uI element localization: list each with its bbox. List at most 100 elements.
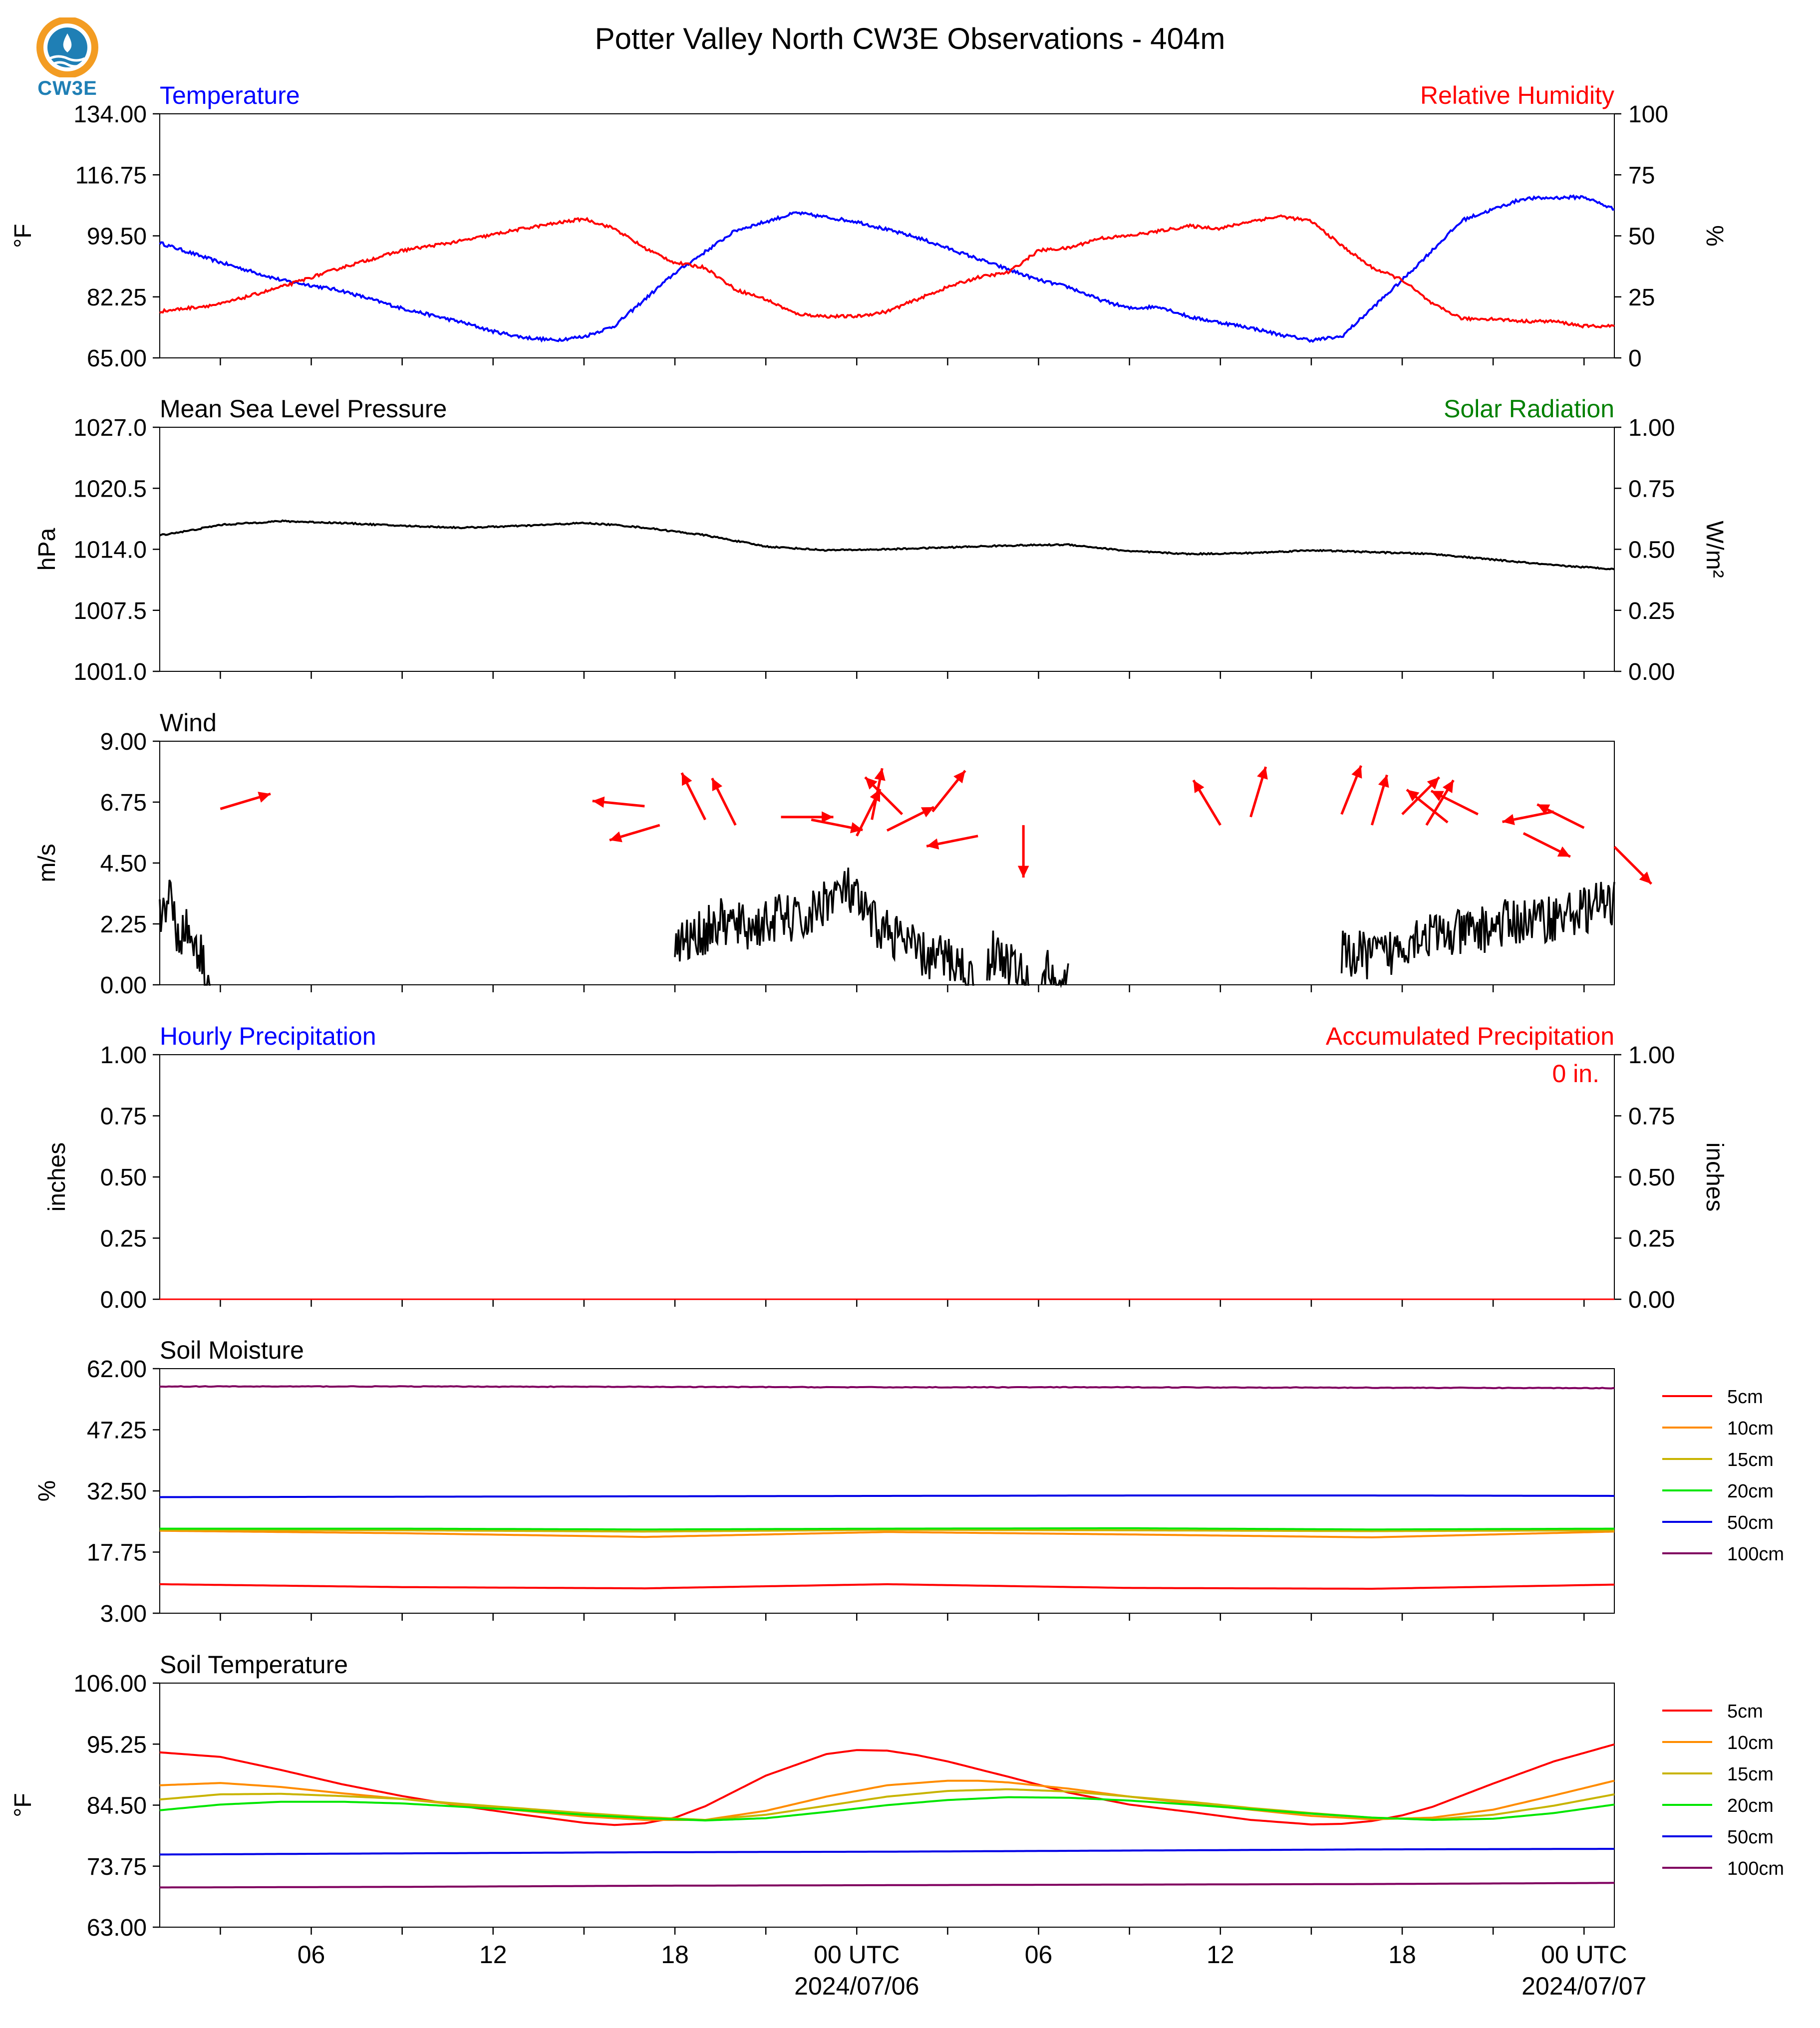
- soil_moisture-left-title: Soil Moisture: [160, 1336, 304, 1364]
- temp_rh-left-title: Temperature: [160, 81, 300, 109]
- wind-arrow-head: [1257, 767, 1268, 780]
- y2-tick-label: 1.00: [1628, 415, 1675, 441]
- x-tick-label: 06: [298, 1941, 325, 1969]
- pressure-left-title: Mean Sea Level Pressure: [160, 395, 447, 423]
- wind-arrow: [1502, 810, 1554, 826]
- wind-speed-line: [1340, 881, 1615, 979]
- y-tick-label: 1020.5: [73, 476, 147, 502]
- wind-arrow: [711, 778, 737, 826]
- humidity-line: [159, 214, 1615, 329]
- wind-arrow-head: [1557, 846, 1570, 857]
- y-tick-label: 6.75: [100, 790, 147, 816]
- y-tick-label: 0.00: [100, 1287, 147, 1313]
- y-tick-label: 65.00: [87, 345, 147, 372]
- soil-series-line: [159, 1529, 1615, 1539]
- y2-tick-label: 0.25: [1628, 1226, 1675, 1252]
- cw3e-logo-icon: [36, 16, 98, 78]
- pressure-ylabel-left: hPa: [34, 528, 60, 571]
- soil-series-line: [159, 1796, 1615, 1822]
- y-tick-label: 9.00: [100, 729, 147, 755]
- wind-arrow: [680, 772, 706, 821]
- wind-arrow-head: [1639, 871, 1652, 884]
- legend-label: 100cm: [1727, 1858, 1784, 1879]
- y-tick-label: 99.50: [87, 224, 147, 250]
- x-tick-label: 00 UTC: [1541, 1941, 1627, 1969]
- x-date-label: 2024/07/06: [794, 1972, 919, 2000]
- wind-arrow: [931, 770, 966, 813]
- legend-label: 15cm: [1727, 1449, 1774, 1470]
- wind-ylabel-left: m/s: [34, 844, 60, 882]
- legend-label: 50cm: [1727, 1512, 1774, 1533]
- wind-arrow: [864, 776, 904, 816]
- y-tick-label: 63.00: [87, 1915, 147, 1941]
- y2-tick-label: 0: [1628, 345, 1642, 372]
- y2-tick-label: 0.25: [1628, 598, 1675, 624]
- y-tick-label: 1007.5: [73, 598, 147, 624]
- wind-arrow-head: [1351, 765, 1362, 779]
- pressure-right-title: Solar Radiation: [1444, 395, 1614, 423]
- y-tick-label: 0.00: [100, 972, 147, 999]
- wind-arrow-head: [1431, 791, 1444, 802]
- y2-tick-label: 50: [1628, 224, 1655, 250]
- soil-series-line: [160, 1385, 1615, 1390]
- legend-label: 5cm: [1727, 1701, 1763, 1722]
- y-tick-label: 134.00: [73, 101, 147, 128]
- wind-speed-line: [986, 930, 1030, 986]
- legend-label: 5cm: [1727, 1387, 1763, 1408]
- x-date-label: 2024/07/07: [1521, 1972, 1646, 2000]
- wind-arrow: [1401, 776, 1441, 816]
- legend-label: 10cm: [1727, 1418, 1774, 1439]
- wind-arrow: [886, 806, 935, 832]
- wind-arrow-head: [953, 770, 965, 784]
- wind-arrow: [926, 835, 978, 850]
- y-tick-label: 0.25: [100, 1226, 147, 1252]
- y-tick-label: 3.00: [100, 1601, 147, 1627]
- wind-arrow-head: [1442, 780, 1454, 793]
- wind-frame: [159, 741, 1615, 985]
- y-tick-label: 0.50: [100, 1164, 147, 1191]
- soil-series-line: [159, 1494, 1614, 1498]
- wind-arrow-head: [1017, 866, 1029, 878]
- x-tick-label: 00 UTC: [814, 1941, 900, 1969]
- wind-arrow-head: [681, 773, 692, 786]
- wind-arrow: [1370, 774, 1389, 826]
- wind-speed-line: [674, 868, 974, 986]
- wind-arrow: [811, 818, 863, 834]
- soil_moisture-frame: [159, 1368, 1615, 1614]
- precip-right-title: Accumulated Precipitation: [1326, 1022, 1614, 1050]
- wind-arrow: [220, 792, 271, 810]
- y-tick-label: 1027.0: [73, 415, 147, 441]
- x-tick-label: 06: [1025, 1941, 1053, 1969]
- wind-arrow: [781, 811, 834, 823]
- soil_temp-ylabel-left: °F: [10, 1793, 36, 1817]
- y-tick-label: 95.25: [87, 1732, 147, 1758]
- legend-label: 100cm: [1727, 1544, 1784, 1565]
- temp_rh-ylabel-right: %: [1701, 225, 1728, 247]
- wind-arrow-head: [1193, 780, 1205, 793]
- wind-arrow: [1425, 779, 1455, 826]
- cw3e-logo: CW3E: [30, 16, 105, 102]
- wind-arrow-head: [1378, 775, 1389, 788]
- legend-label: 20cm: [1727, 1795, 1774, 1816]
- y2-tick-label: 0.50: [1628, 537, 1675, 564]
- y2-tick-label: 0.75: [1628, 476, 1675, 502]
- y2-tick-label: 75: [1628, 162, 1655, 189]
- y-tick-label: 0.75: [100, 1104, 147, 1130]
- wind-arrow-head: [1502, 814, 1515, 826]
- wind-arrow-head: [592, 796, 605, 808]
- soil-series-line: [159, 1743, 1615, 1826]
- y-tick-label: 1.00: [100, 1042, 147, 1069]
- wind-arrow-head: [1407, 790, 1420, 802]
- precip-ylabel-right: inches: [1701, 1143, 1728, 1212]
- wind-arrow: [592, 796, 645, 808]
- wind-speed-line: [159, 879, 211, 986]
- legend-label: 15cm: [1727, 1764, 1774, 1785]
- soil-series-line: [160, 1583, 1615, 1590]
- x-tick-label: 18: [1388, 1941, 1416, 1969]
- soil-series-line: [160, 1529, 1614, 1533]
- wind-arrow: [1192, 779, 1221, 826]
- wind-arrow-head: [258, 792, 271, 803]
- precip-frame: [159, 1054, 1615, 1300]
- wind-arrow: [871, 768, 886, 820]
